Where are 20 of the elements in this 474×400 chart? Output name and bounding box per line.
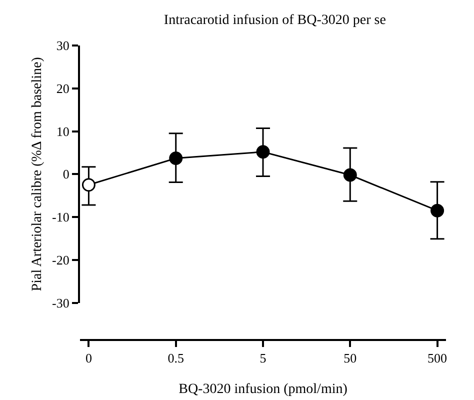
y-axis-title: Pial Arteriolar calibre (%Δ from baseline): [30, 56, 45, 292]
y-tick-label: -20: [52, 252, 70, 268]
y-tick-label: 10: [56, 124, 70, 139]
point: [169, 152, 183, 166]
x-axis-title: BQ-3020 infusion (pmol/min): [178, 382, 348, 397]
chart-title: Intracarotid infusion of BQ-3020 per se: [164, 12, 386, 28]
y-tick-label: 30: [56, 38, 70, 54]
x-tick-label: 0.5: [168, 350, 184, 366]
x-tick-label: 5: [260, 350, 266, 366]
y-tick-label: -30: [52, 295, 70, 310]
y-tick-label: -10: [52, 210, 70, 225]
x-tick-label: 0: [85, 350, 92, 366]
y-tick-label: 20: [56, 80, 70, 96]
x-tick-label: 500: [428, 350, 448, 366]
point: [430, 204, 444, 218]
point: [256, 145, 270, 159]
y-tick-label: 0: [62, 166, 70, 182]
x-tick-label: 50: [344, 350, 357, 366]
point: [343, 168, 357, 182]
point: [82, 178, 96, 192]
